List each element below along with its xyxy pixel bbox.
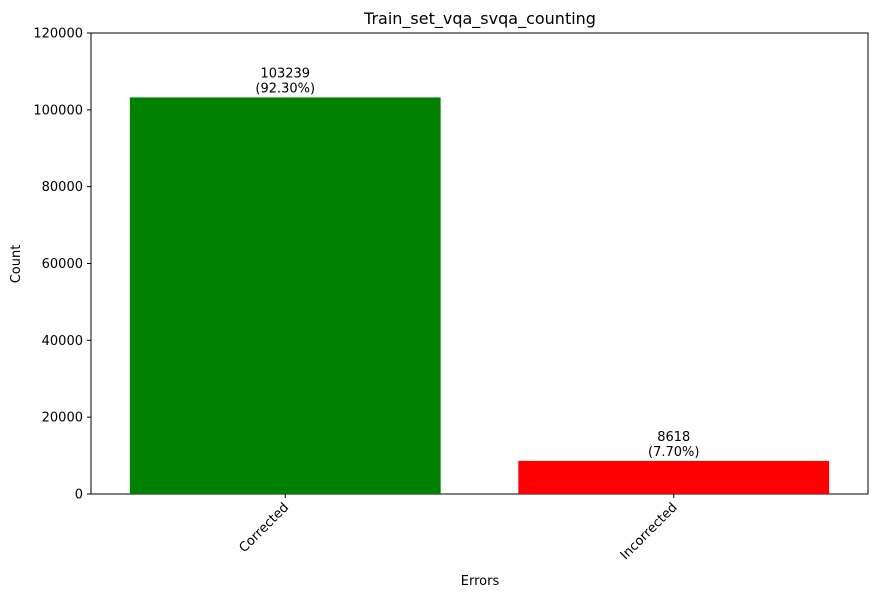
y-tick-label: 20000 [42,411,83,426]
bar-value-label-line: (92.30%) [255,81,315,96]
y-tick-label: 40000 [42,334,83,349]
bar-labels-group: 103239 (92.30%) 8618 (7.70%) [255,66,699,460]
bar-value-label: 8618 (7.70%) [648,430,699,460]
bar-value-label-line: 103239 [260,66,310,81]
x-tick-label: Incorrected [618,500,681,563]
x-axis: Corrected Incorrected [236,494,681,563]
y-tick-label: 60000 [42,257,83,272]
y-axis: 0 20000 40000 60000 80000 100000 120000 [33,27,91,503]
chart-title: Train_set_vqa_svqa_counting [363,9,596,29]
y-tick-label: 0 [75,488,83,503]
bar-incorrected [518,460,830,494]
y-axis-title: Count [9,245,24,284]
x-tick-label: Corrected [236,500,292,556]
x-axis-title: Errors [461,574,500,589]
y-tick-label: 80000 [42,180,83,195]
bar-corrected [129,97,441,495]
bar-value-label-line: (7.70%) [648,445,699,460]
bar-value-label: 103239 (92.30%) [255,66,315,96]
y-tick-label: 120000 [33,27,83,42]
y-tick-label: 100000 [33,103,83,118]
bars-group [129,97,830,495]
bar-value-label-line: 8618 [657,430,690,445]
